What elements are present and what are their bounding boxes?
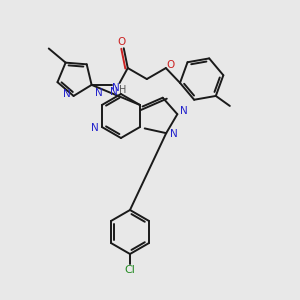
Text: N: N bbox=[63, 89, 70, 99]
Text: N: N bbox=[94, 88, 102, 98]
Text: N: N bbox=[180, 106, 188, 116]
Text: N: N bbox=[170, 129, 178, 139]
Text: N: N bbox=[110, 87, 118, 97]
Text: O: O bbox=[167, 60, 175, 70]
Text: N: N bbox=[91, 123, 99, 133]
Text: N: N bbox=[112, 83, 119, 93]
Text: Cl: Cl bbox=[124, 265, 135, 275]
Text: H: H bbox=[119, 85, 126, 95]
Text: O: O bbox=[118, 37, 126, 47]
